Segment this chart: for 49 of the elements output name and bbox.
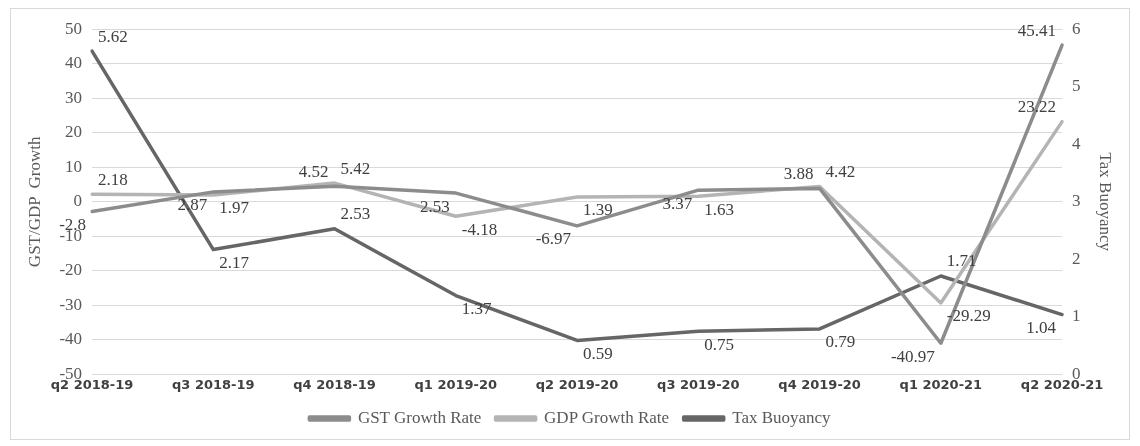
data-label: 3.37	[662, 193, 693, 213]
y-axis-title: GST/GDP Growth	[24, 135, 44, 268]
data-label: 2.53	[420, 196, 450, 216]
data-label: 1.37	[461, 299, 493, 319]
x-tick-label: q1 2019-20	[414, 376, 498, 392]
x-tick-label: q3 2018-19	[172, 376, 255, 392]
y-tick-label: 10	[65, 156, 83, 176]
data-label: 45.41	[1017, 20, 1057, 40]
data-label: 0.79	[825, 332, 856, 352]
data-label: 2.18	[98, 169, 128, 189]
y-tick-label: 20	[65, 122, 83, 142]
data-label: 3.88	[783, 163, 814, 183]
data-label: 1.04	[1026, 318, 1057, 338]
y2-tick-label: 3	[1072, 191, 1081, 211]
y2-tick-label: 2	[1072, 248, 1081, 268]
legend-label: Tax Buoyancy	[732, 407, 832, 427]
legend-label: GDP Growth Rate	[544, 407, 670, 427]
data-label: 4.52	[298, 161, 329, 181]
y-tick-label: 30	[65, 87, 83, 107]
data-label: 1.97	[219, 198, 250, 218]
x-tick-label: q1 2020-21	[899, 376, 983, 392]
data-label: 2.53	[340, 204, 371, 224]
y-tick-label: -30	[59, 294, 83, 314]
data-label: -6.97	[535, 229, 572, 249]
y2-tick-label: 5	[1072, 76, 1081, 96]
y-tick-label: 0	[73, 191, 83, 211]
y2-axis-title: Tax Buoyancy	[1096, 152, 1116, 252]
data-label: 5.62	[98, 26, 128, 46]
data-label: 5.42	[340, 158, 371, 178]
data-label: 4.42	[825, 162, 856, 182]
x-tick-label: q4 2019-20	[778, 376, 861, 392]
y-tick-label: -40	[59, 329, 83, 349]
y-tick-label: 50	[65, 18, 83, 38]
data-label: 1.63	[704, 199, 735, 219]
data-label: 2.17	[219, 253, 250, 273]
x-tick-label: q4 2018-19	[293, 376, 376, 392]
x-tick-label: q3 2019-20	[657, 376, 740, 392]
y-tick-label: 40	[65, 53, 83, 73]
y2-tick-label: 1	[1072, 306, 1081, 326]
legend-label: GST Growth Rate	[357, 407, 482, 427]
y2-tick-label: 4	[1072, 133, 1082, 153]
data-label: 1.39	[583, 200, 613, 220]
data-label: 0.75	[704, 334, 735, 354]
data-label: -40.97	[890, 346, 936, 366]
data-label: 0.59	[583, 343, 613, 363]
data-label: -4.18	[461, 219, 498, 239]
y2-tick-label: 6	[1072, 18, 1081, 38]
x-tick-label: q2 2019-20	[535, 376, 619, 392]
y-tick-label: -20	[59, 260, 83, 280]
